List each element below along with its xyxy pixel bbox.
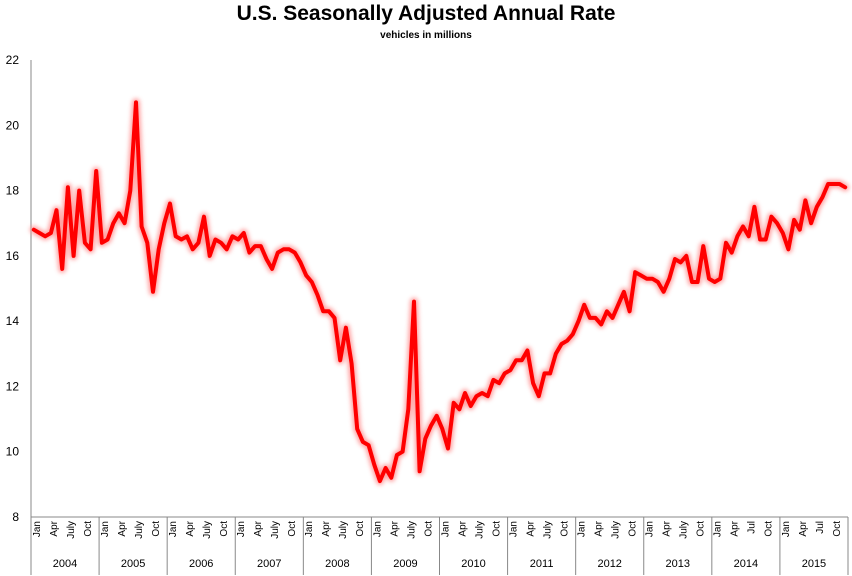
month-tick-label: Jan — [168, 521, 179, 537]
year-tick-label: 2006 — [189, 558, 213, 570]
month-tick-label: July — [202, 521, 213, 539]
month-tick-label: Apr — [49, 520, 60, 536]
month-tick-label: Apr — [730, 520, 741, 536]
series-line — [31, 100, 848, 484]
month-tick-label: July — [66, 521, 77, 539]
month-tick-label: Jan — [440, 521, 451, 537]
month-tick-label: Apr — [525, 520, 536, 536]
month-tick-label: Oct — [151, 521, 162, 537]
month-tick-label: Jan — [236, 521, 247, 537]
year-tick-label: 2011 — [530, 558, 554, 570]
y-tick-label: 20 — [6, 118, 20, 132]
month-tick-label: Oct — [287, 521, 298, 537]
year-tick-label: 2013 — [666, 558, 690, 570]
month-tick-label: Apr — [662, 520, 673, 536]
month-tick-label: Jan — [100, 521, 111, 537]
year-tick-label: 2005 — [121, 558, 145, 570]
month-tick-label: Jan — [645, 521, 656, 537]
month-tick-label: Oct — [559, 521, 570, 537]
month-tick-label: Oct — [696, 521, 707, 537]
month-tick-label: Apr — [117, 520, 128, 536]
year-tick-label: 2008 — [325, 558, 349, 570]
month-tick-label: Oct — [219, 521, 230, 537]
chart-title: U.S. Seasonally Adjusted Annual Rate — [236, 2, 616, 25]
year-tick-label: 2012 — [597, 558, 621, 570]
y-tick-label: 8 — [12, 510, 19, 524]
month-tick-label: Jan — [372, 521, 383, 537]
month-tick-label: Oct — [764, 521, 775, 537]
month-tick-label: Jul — [747, 521, 758, 534]
month-tick-label: Apr — [389, 520, 400, 536]
month-tick-label: Apr — [253, 520, 264, 536]
month-tick-label: July — [134, 521, 145, 539]
month-tick-label: July — [611, 521, 622, 539]
month-tick-label: Oct — [355, 521, 366, 537]
month-tick-label: July — [270, 521, 281, 539]
y-tick-label: 12 — [6, 379, 20, 393]
month-tick-label: Oct — [83, 521, 94, 537]
year-tick-label: 2009 — [393, 558, 417, 570]
month-tick-label: Oct — [832, 521, 843, 537]
month-tick-label: Jan — [713, 521, 724, 537]
year-tick-label: 2010 — [461, 558, 485, 570]
month-tick-label: July — [679, 521, 690, 539]
y-tick-label: 16 — [6, 249, 20, 263]
month-tick-label: Apr — [594, 520, 605, 536]
month-tick-label: Jan — [781, 521, 792, 537]
month-tick-label: July — [542, 521, 553, 539]
month-tick-label: Jan — [304, 521, 315, 537]
month-tick-label: Jan — [508, 521, 519, 537]
year-tick-label: 2014 — [734, 558, 758, 570]
y-tick-label: 18 — [6, 184, 20, 198]
chart-subtitle: vehicles in millions — [380, 30, 472, 41]
month-tick-label: July — [406, 521, 417, 539]
month-tick-label: July — [338, 521, 349, 539]
y-tick-label: 10 — [6, 445, 20, 459]
month-tick-label: Jan — [32, 521, 43, 537]
y-tick-label: 14 — [6, 314, 20, 328]
month-tick-label: Apr — [798, 520, 809, 536]
month-tick-label: Jul — [815, 521, 826, 534]
y-tick-label: 22 — [6, 53, 20, 67]
year-tick-label: 2015 — [802, 558, 826, 570]
month-tick-label: July — [474, 521, 485, 539]
month-tick-label: Oct — [628, 521, 639, 537]
month-tick-label: Apr — [185, 520, 196, 536]
year-tick-label: 2007 — [257, 558, 281, 570]
month-tick-label: Oct — [491, 521, 502, 537]
year-tick-label: 2004 — [53, 558, 77, 570]
month-tick-label: Apr — [457, 520, 468, 536]
month-tick-label: Jan — [577, 521, 588, 537]
month-tick-label: Apr — [321, 520, 332, 536]
month-tick-label: Oct — [423, 521, 434, 537]
